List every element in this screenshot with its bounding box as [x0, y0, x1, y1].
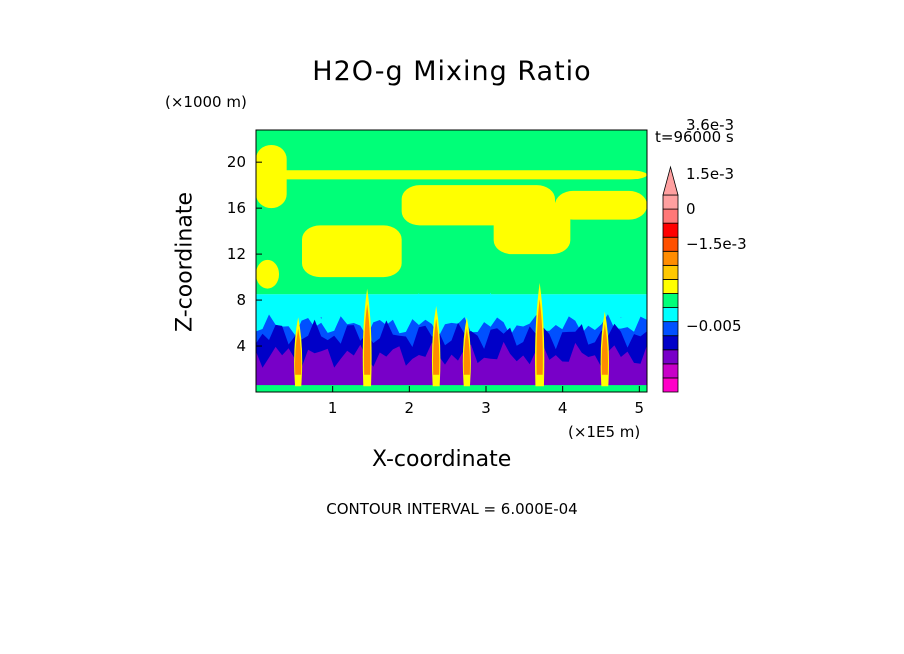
- colorbar-segment: [662, 236, 679, 252]
- heatmap-layer: [256, 341, 647, 392]
- y-unit-label: (×1000 m): [165, 93, 247, 111]
- colorbar-label: 0: [686, 200, 696, 219]
- heatmap-moist-region: [256, 259, 279, 289]
- colorbar-segment: [662, 250, 679, 266]
- colorbar-segment: [662, 321, 679, 337]
- colorbar-segment: [662, 279, 679, 294]
- heatmap-moist-region: [493, 202, 571, 255]
- plot-frame: [255, 129, 648, 393]
- heatmap-plume-core: [432, 318, 440, 375]
- heatmap-surface: [256, 385, 647, 392]
- heatmap-moist-region: [302, 225, 402, 278]
- contour-interval-label: CONTOUR INTERVAL = 6.000E-04: [326, 500, 578, 518]
- y-tick-label: 12: [226, 245, 246, 264]
- x-axis-label: X-coordinate: [372, 447, 512, 472]
- x-tick-label: 1: [327, 399, 338, 417]
- colorbar-label: 1.5e-3: [686, 164, 735, 183]
- colorbar-segment: [662, 363, 679, 379]
- colorbar-segment: [662, 222, 679, 238]
- colorbar-segment: [662, 349, 679, 365]
- heatmap-plume-core: [363, 304, 371, 375]
- heatmap-plume-core: [536, 299, 543, 375]
- heatmap-moist-region: [555, 190, 647, 220]
- x-unit-label: (×1E5 m): [568, 423, 641, 441]
- x-tick-label: 5: [634, 399, 645, 417]
- colorbar-segment: [662, 194, 679, 210]
- colorbar-segment: [662, 307, 679, 323]
- heatmap-field: [256, 130, 647, 392]
- colorbar-segment: [662, 293, 679, 308]
- colorbar-label: −0.005: [686, 317, 742, 336]
- colorbar-label: 3.6e-3: [686, 115, 735, 134]
- colorbar-label: −1.5e-3: [686, 235, 747, 254]
- y-tick-label: 16: [226, 199, 246, 218]
- colorbar-segment: [662, 335, 679, 351]
- heatmap-plume-core: [294, 328, 302, 375]
- heatmap-plume-core: [463, 328, 471, 375]
- heatmap-plume-core: [601, 323, 609, 375]
- y-tick-label: 4: [236, 337, 246, 356]
- heatmap-moist-region: [256, 170, 647, 180]
- y-tick-label: 8: [236, 291, 246, 310]
- x-tick-label: 3: [481, 399, 491, 417]
- colorbar-extend-arrow: [662, 165, 679, 196]
- colorbar-segment: [662, 208, 679, 224]
- colorbar-segment: [662, 264, 679, 280]
- x-tick-label: 2: [404, 399, 415, 417]
- chart-title: H2O-g Mixing Ratio: [312, 56, 592, 87]
- x-tick-label: 4: [557, 399, 568, 417]
- time-label: t=96000 s: [655, 128, 734, 146]
- y-tick-label: 20: [226, 153, 246, 172]
- colorbar-segment: [662, 377, 679, 393]
